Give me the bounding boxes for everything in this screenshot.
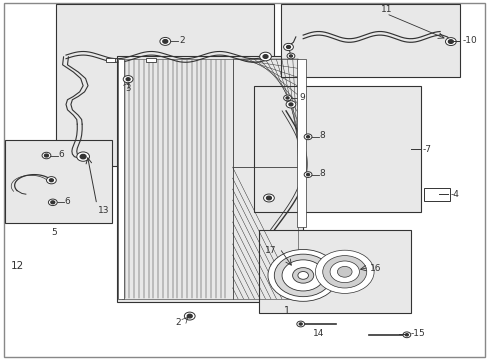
Circle shape [283,44,293,51]
Circle shape [263,55,267,58]
Circle shape [286,46,290,49]
Circle shape [447,40,452,44]
Bar [145,58,155,62]
Bar [117,56,303,302]
Circle shape [286,53,294,59]
Circle shape [299,323,302,325]
Circle shape [184,312,195,320]
Bar [259,230,410,313]
Circle shape [283,95,291,101]
Circle shape [267,249,338,301]
Bar [5,140,112,223]
Text: 14: 14 [312,328,324,338]
Text: 6: 6 [59,150,64,159]
Circle shape [315,250,373,293]
Bar [281,4,459,77]
Text: -4: -4 [450,190,459,199]
Circle shape [304,172,311,177]
Circle shape [337,266,351,277]
Circle shape [288,103,292,106]
Circle shape [259,52,271,61]
Text: 9: 9 [299,93,305,102]
Text: 17: 17 [264,246,276,255]
Text: 2: 2 [179,36,185,45]
Circle shape [292,267,313,283]
Text: 8: 8 [319,131,325,140]
Text: -7: -7 [422,145,431,154]
Circle shape [306,174,309,176]
Text: 11: 11 [381,5,392,14]
Text: -15: -15 [410,329,425,338]
Circle shape [263,194,274,202]
Bar [105,58,115,62]
Circle shape [123,76,133,83]
Circle shape [160,37,170,45]
Text: 16: 16 [369,264,381,273]
FancyBboxPatch shape [424,188,449,201]
Text: 6: 6 [64,197,70,206]
Text: 2: 2 [175,318,181,327]
Text: -10: -10 [461,36,476,45]
Text: 12: 12 [11,261,24,271]
Circle shape [274,254,331,297]
Circle shape [48,199,57,206]
Text: 13: 13 [98,206,109,215]
Bar [122,59,232,299]
Circle shape [285,97,288,99]
Circle shape [42,152,51,159]
Text: 1: 1 [283,306,289,316]
Circle shape [46,177,56,184]
Circle shape [297,271,308,279]
Bar [232,59,298,167]
Text: 5: 5 [51,228,57,237]
Circle shape [306,136,309,138]
Circle shape [322,256,366,288]
Bar [118,59,124,299]
Circle shape [405,334,407,336]
Circle shape [187,314,192,318]
Circle shape [266,196,271,200]
Circle shape [163,40,167,43]
Circle shape [80,154,86,159]
Circle shape [304,134,311,140]
Circle shape [285,101,295,108]
Bar [297,59,305,227]
Bar [254,86,420,212]
Bar [232,167,298,299]
Circle shape [77,152,89,161]
Circle shape [44,154,48,157]
Circle shape [296,321,304,327]
Circle shape [126,78,130,81]
Circle shape [51,201,55,204]
Circle shape [445,38,455,46]
Circle shape [329,261,359,283]
Circle shape [282,260,324,291]
Bar [56,4,273,166]
Text: 3: 3 [125,85,130,94]
Circle shape [289,55,292,57]
Circle shape [402,332,410,338]
Text: 8: 8 [319,169,325,178]
Circle shape [49,179,53,182]
